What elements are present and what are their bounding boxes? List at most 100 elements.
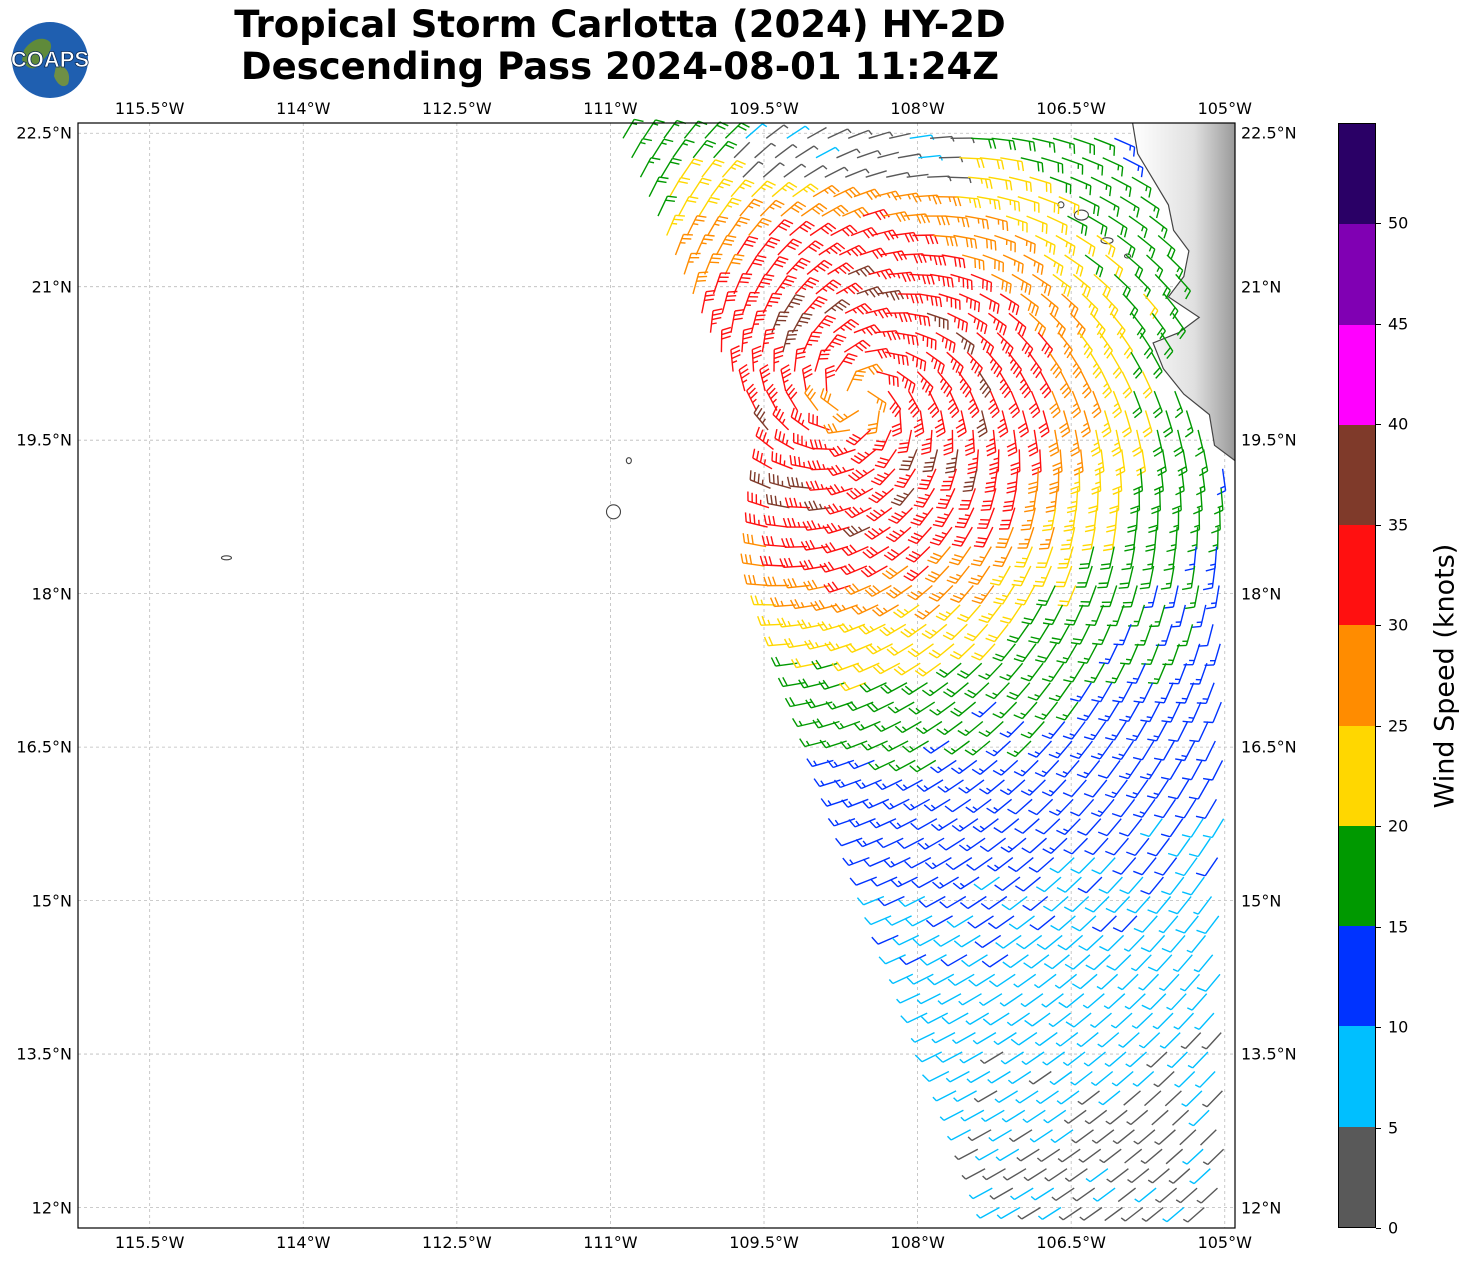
wind-barb: [1127, 1168, 1150, 1184]
wind-barb: [860, 565, 888, 578]
wind-barb: [1070, 176, 1092, 196]
wind-barb: [864, 526, 891, 540]
wind-barb: [1070, 798, 1095, 817]
wind-barb: [893, 662, 921, 676]
wind-barb: [926, 312, 949, 330]
wind-barb: [845, 168, 870, 178]
wind-barb: [824, 365, 836, 392]
wind-barb: [813, 778, 841, 788]
wind-barb: [924, 565, 950, 583]
wind-barb: [759, 199, 785, 217]
wind-barb: [989, 565, 1011, 586]
wind-barb: [1196, 682, 1215, 704]
wind-barb: [1206, 585, 1220, 610]
wind-barb: [1105, 662, 1126, 684]
wind-barb: [945, 449, 959, 474]
wind-barb: [1075, 234, 1096, 257]
wind-barb: [1179, 973, 1201, 992]
wind-barb: [765, 494, 790, 509]
wind-barb: [1057, 934, 1084, 951]
wind-barb: [1110, 1012, 1133, 1029]
wind-barb: [1084, 254, 1104, 278]
wind-barb: [865, 643, 893, 655]
wind-barb: [965, 1012, 990, 1026]
wind-barb: [721, 159, 746, 178]
wind-barb: [747, 491, 770, 509]
wind-barb: [836, 148, 861, 159]
wind-barb: [947, 973, 975, 987]
wind-barb: [871, 229, 899, 241]
wind-barb: [916, 993, 941, 1005]
wind-barb: [820, 798, 849, 807]
wind-barb: [1145, 527, 1158, 552]
wind-barb: [1002, 488, 1017, 512]
wind-barb: [1120, 1206, 1144, 1222]
wind-barb: [913, 410, 925, 438]
wind-barb: [1027, 682, 1051, 701]
wind-barb: [1049, 623, 1071, 645]
wind-barb: [1182, 701, 1202, 723]
wind-barb: [853, 324, 882, 336]
wind-barb: [1140, 196, 1160, 219]
wind-barb: [1035, 643, 1057, 663]
wind-barb: [970, 546, 992, 567]
gridlines: [78, 123, 1235, 1228]
wind-barb: [1146, 1051, 1168, 1068]
wind-barb: [1132, 390, 1143, 419]
colorbar-tick-mark: [1376, 1228, 1381, 1229]
wind-barb: [850, 448, 877, 464]
wind-barb: [1141, 371, 1153, 399]
wind-barb: [1163, 585, 1179, 609]
wind-barb: [931, 1031, 956, 1044]
wind-barb: [786, 476, 812, 489]
wind-barb: [1193, 896, 1213, 915]
lat-tick-label-right: 12°N: [1241, 1198, 1282, 1218]
wind-barb: [1142, 585, 1159, 609]
wind-barb: [996, 1206, 1021, 1220]
wind-barb: [1090, 312, 1106, 339]
wind-barb: [809, 222, 837, 237]
wind-barb: [806, 758, 834, 768]
wind-barb: [807, 460, 834, 471]
wind-barb: [1017, 196, 1040, 213]
wind-barb: [1147, 896, 1172, 915]
wind-barb: [1007, 857, 1034, 873]
wind-barb: [1040, 293, 1059, 317]
wind-barb: [958, 837, 986, 852]
wind-barb: [894, 192, 922, 203]
wind-barb: [907, 584, 933, 601]
wind-barb: [798, 678, 826, 689]
wind-barb: [1091, 682, 1113, 703]
wind-barb: [1154, 273, 1171, 300]
wind-barb: [1152, 429, 1163, 457]
wind-barb: [906, 312, 931, 327]
wind-barb: [860, 740, 888, 751]
wind-barb: [1155, 1187, 1178, 1203]
wind-barb: [1064, 954, 1091, 970]
wind-barb: [830, 602, 858, 613]
wind-barb: [979, 157, 1005, 170]
wind-barb: [677, 196, 699, 217]
wind-barb: [1038, 196, 1060, 215]
wind-barb: [1020, 779, 1046, 796]
wind-barb: [941, 254, 966, 269]
wind-barb: [1196, 973, 1221, 992]
wind-barb: [880, 250, 908, 262]
wind-barb: [965, 798, 992, 814]
wind-barb: [1138, 973, 1159, 991]
wind-barb: [1052, 137, 1076, 154]
wind-barb: [1098, 876, 1123, 894]
wind-barb: [814, 349, 831, 372]
wind-barb: [940, 468, 957, 491]
wind-barb: [1070, 857, 1096, 874]
wind-barb: [744, 512, 768, 528]
wind-barb: [815, 146, 840, 159]
wind-barb: [1172, 954, 1193, 973]
wind-barb: [745, 123, 768, 139]
wind-barb: [1098, 701, 1120, 722]
wind-barb: [1169, 662, 1188, 685]
wind-barb: [777, 238, 802, 256]
wind-barb: [1141, 643, 1160, 665]
wind-barb: [1146, 779, 1169, 799]
wind-barb: [1080, 371, 1092, 399]
